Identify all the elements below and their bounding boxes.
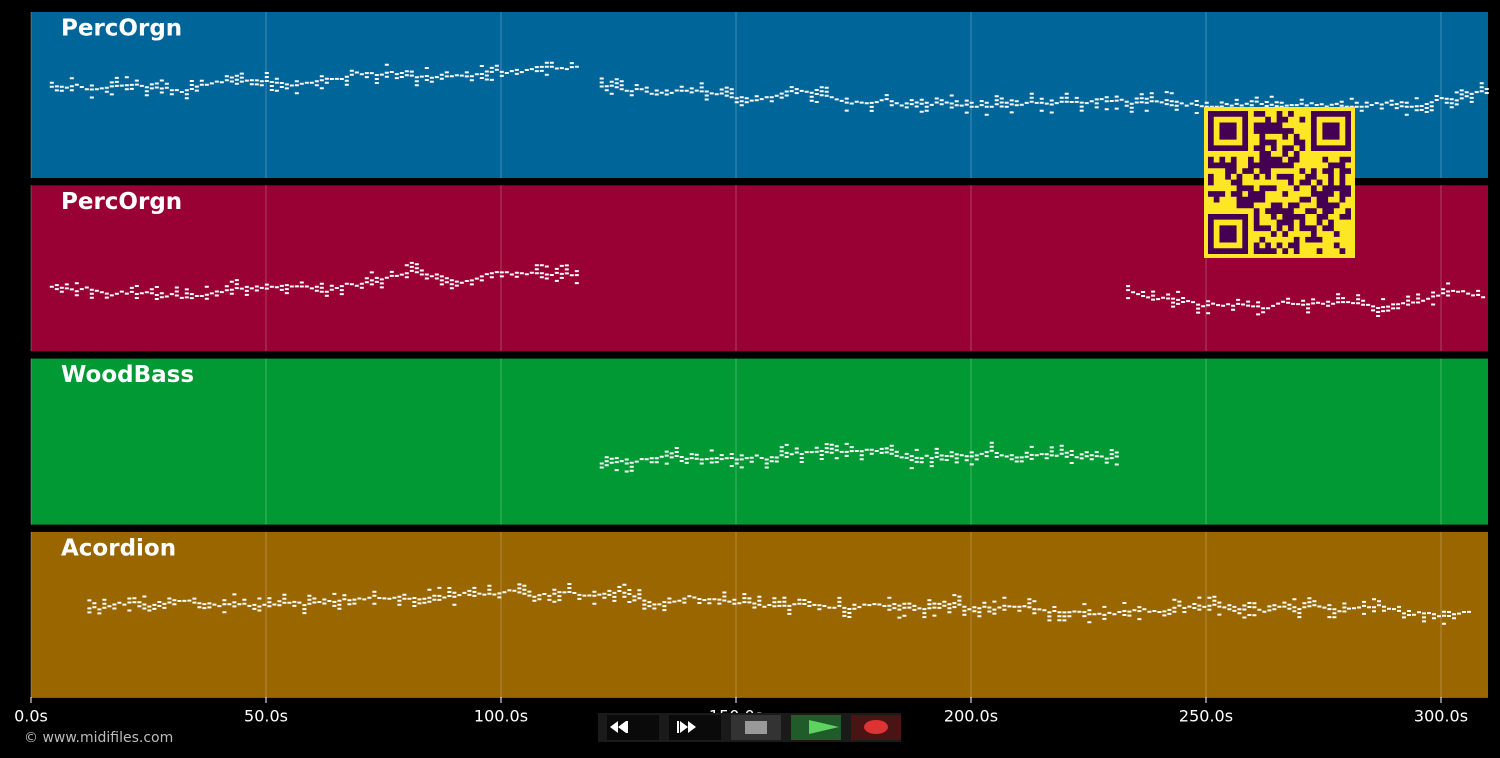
- qr-modules: [1208, 111, 1351, 254]
- note-range: [599, 441, 1119, 473]
- record-button[interactable]: [851, 715, 901, 740]
- controls: [598, 713, 901, 742]
- track-name: PercOrgn: [61, 16, 182, 42]
- track: WoodBass: [30, 358, 1488, 525]
- track-panel: [31, 531, 1488, 698]
- note-range: [49, 261, 579, 300]
- rewind-button[interactable]: [607, 715, 659, 740]
- track: PercOrgn: [30, 12, 1489, 178]
- note-range: [1126, 282, 1486, 317]
- note-range: [1347, 598, 1471, 625]
- forward-button[interactable]: [669, 715, 721, 740]
- track-name: Acordion: [61, 535, 176, 561]
- play-button[interactable]: [791, 715, 841, 740]
- note-range: [49, 61, 579, 100]
- x-tick-label: 100.0s: [474, 707, 528, 726]
- qr-code: [1204, 107, 1355, 258]
- copyright: © www.midifiles.com: [24, 730, 173, 746]
- note-range: [599, 77, 1489, 116]
- x-tick-label: 250.0s: [1179, 707, 1233, 726]
- track: Acordion: [30, 531, 1488, 698]
- track-panel: [31, 358, 1488, 525]
- x-tick-label: 50.0s: [244, 707, 288, 726]
- x-tick-label: 300.0s: [1414, 707, 1468, 726]
- note-range: [87, 583, 1347, 624]
- track-name: WoodBass: [61, 362, 194, 388]
- tracks: PercOrgn PercOrgn WoodBass Acordion: [30, 12, 1489, 698]
- x-tick-label: 200.0s: [944, 707, 998, 726]
- x-tick-label: 0.0s: [14, 707, 48, 726]
- stop-button[interactable]: [731, 715, 781, 740]
- track-name: PercOrgn: [61, 189, 182, 215]
